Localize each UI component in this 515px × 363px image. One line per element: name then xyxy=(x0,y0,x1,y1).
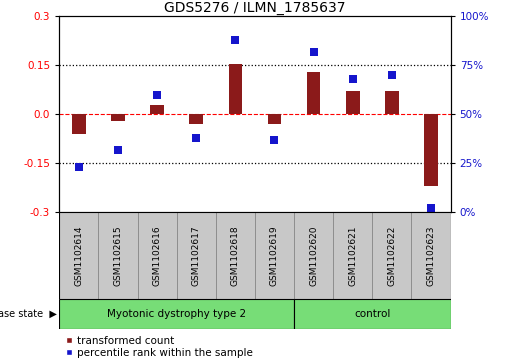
Bar xyxy=(150,105,164,114)
Bar xyxy=(229,64,242,114)
Bar xyxy=(346,91,359,114)
Bar xyxy=(138,212,177,299)
Bar xyxy=(59,299,294,329)
Bar xyxy=(411,212,451,299)
Point xyxy=(231,37,239,43)
Bar xyxy=(72,114,85,134)
Bar xyxy=(385,91,399,114)
Point xyxy=(349,76,357,82)
Text: GSM1102617: GSM1102617 xyxy=(192,225,201,286)
Point xyxy=(153,92,161,98)
Text: GSM1102623: GSM1102623 xyxy=(426,226,436,286)
Point xyxy=(310,49,318,54)
Legend: transformed count, percentile rank within the sample: transformed count, percentile rank withi… xyxy=(64,336,253,358)
Text: GSM1102620: GSM1102620 xyxy=(309,226,318,286)
Point xyxy=(427,205,435,211)
Bar xyxy=(372,212,411,299)
Bar xyxy=(424,114,438,186)
Point xyxy=(192,135,200,141)
Bar xyxy=(294,212,333,299)
Bar xyxy=(307,72,320,114)
Text: disease state  ▶: disease state ▶ xyxy=(0,309,57,319)
Text: control: control xyxy=(354,309,390,319)
Bar xyxy=(98,212,138,299)
Text: GSM1102616: GSM1102616 xyxy=(152,225,162,286)
Point xyxy=(388,72,396,78)
Bar xyxy=(268,114,281,124)
Point xyxy=(270,137,279,143)
Bar xyxy=(190,114,203,124)
Bar xyxy=(59,212,98,299)
Text: GSM1102622: GSM1102622 xyxy=(387,226,397,286)
Text: GSM1102621: GSM1102621 xyxy=(348,226,357,286)
Bar xyxy=(111,114,125,121)
Text: GSM1102619: GSM1102619 xyxy=(270,225,279,286)
Title: GDS5276 / ILMN_1785637: GDS5276 / ILMN_1785637 xyxy=(164,1,346,15)
Bar xyxy=(216,212,255,299)
Text: Myotonic dystrophy type 2: Myotonic dystrophy type 2 xyxy=(107,309,246,319)
Bar xyxy=(177,212,216,299)
Point xyxy=(75,164,83,170)
Bar xyxy=(333,212,372,299)
Bar xyxy=(255,212,294,299)
Text: GSM1102618: GSM1102618 xyxy=(231,225,240,286)
Text: GSM1102615: GSM1102615 xyxy=(113,225,123,286)
Point xyxy=(114,147,122,152)
Bar xyxy=(294,299,451,329)
Text: GSM1102614: GSM1102614 xyxy=(74,226,83,286)
